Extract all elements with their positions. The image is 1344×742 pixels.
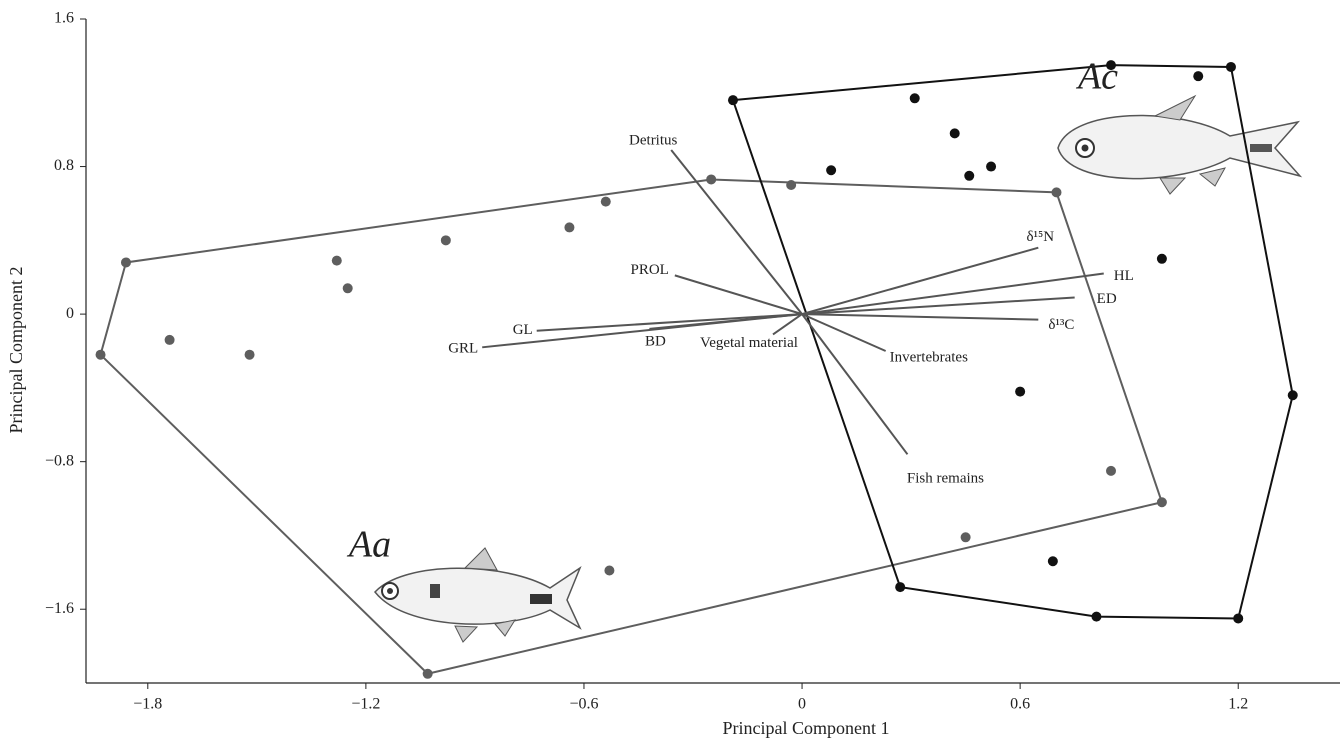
vector-label: BD — [645, 333, 666, 349]
point — [1047, 556, 1058, 567]
loading-vector — [802, 313, 1039, 321]
x-tick-label: −1.2 — [351, 696, 380, 713]
loading-vector — [536, 313, 803, 332]
point — [964, 170, 975, 181]
point — [120, 257, 131, 268]
group-hull — [99, 178, 1164, 675]
loading-vector — [801, 246, 1039, 316]
point — [960, 532, 971, 543]
point — [244, 349, 255, 360]
species-label: Aa — [346, 524, 391, 566]
vector-label: δ¹⁵N — [1026, 229, 1054, 245]
x-tick-label: −0.6 — [569, 696, 598, 713]
loading-vector — [801, 313, 909, 455]
loading-vector — [670, 149, 803, 315]
point — [786, 180, 797, 190]
point — [826, 165, 837, 176]
y-axis-title: Principal Component 2 — [6, 267, 26, 434]
vector-label: GL — [513, 322, 533, 338]
point — [422, 668, 433, 679]
vector-label: ED — [1097, 291, 1117, 307]
point — [604, 565, 615, 576]
point — [331, 255, 342, 266]
point — [706, 174, 717, 185]
vector-label: PROL — [630, 262, 668, 278]
point — [1287, 390, 1298, 401]
vector-label: Vegetal material — [700, 335, 798, 351]
point — [727, 95, 738, 106]
y-tick-label: 1.6 — [54, 10, 74, 27]
point — [95, 349, 106, 360]
point — [1233, 613, 1244, 624]
y-tick-label: −0.8 — [45, 452, 74, 469]
vector-label: GRL — [448, 341, 478, 357]
point — [1106, 465, 1117, 476]
x-tick-label: 0 — [798, 696, 806, 713]
fish-illustration — [1057, 94, 1303, 195]
loading-vector — [801, 272, 1104, 316]
point — [1225, 61, 1236, 72]
point — [949, 128, 960, 139]
y-tick-label: 0 — [66, 305, 74, 322]
x-tick-label: −1.8 — [133, 696, 162, 713]
point — [986, 161, 997, 172]
loading-vector — [801, 296, 1075, 316]
point — [440, 235, 451, 246]
x-tick-label: 1.2 — [1228, 696, 1248, 713]
x-tick-label: 0.6 — [1010, 696, 1030, 713]
point — [164, 334, 175, 345]
vector-label: δ¹³C — [1048, 317, 1074, 333]
species-label: Ac — [1075, 56, 1118, 98]
x-axis-title: Principal Component 1 — [723, 718, 890, 738]
point — [1106, 60, 1117, 71]
y-tick-label: 0.8 — [54, 157, 74, 174]
point — [1015, 386, 1026, 397]
loading-vector — [772, 313, 803, 336]
loading-vector — [674, 274, 803, 316]
point — [1156, 497, 1167, 508]
fish-illustration — [374, 547, 582, 643]
vector-label: Detritus — [629, 132, 677, 148]
point — [1091, 611, 1102, 622]
y-tick-label: −1.6 — [45, 600, 74, 617]
point — [909, 93, 920, 104]
vector-label: Invertebrates — [890, 349, 968, 365]
vector-label: Fish remains — [907, 471, 984, 487]
point — [342, 283, 353, 294]
loading-vector — [649, 313, 803, 330]
loading-vector — [801, 313, 887, 352]
point — [1051, 187, 1062, 198]
point — [600, 196, 611, 207]
group-hull — [731, 64, 1294, 620]
vector-label: HL — [1114, 268, 1134, 284]
point — [1193, 71, 1204, 82]
point — [895, 582, 906, 593]
point — [564, 222, 575, 233]
point — [1156, 253, 1167, 264]
